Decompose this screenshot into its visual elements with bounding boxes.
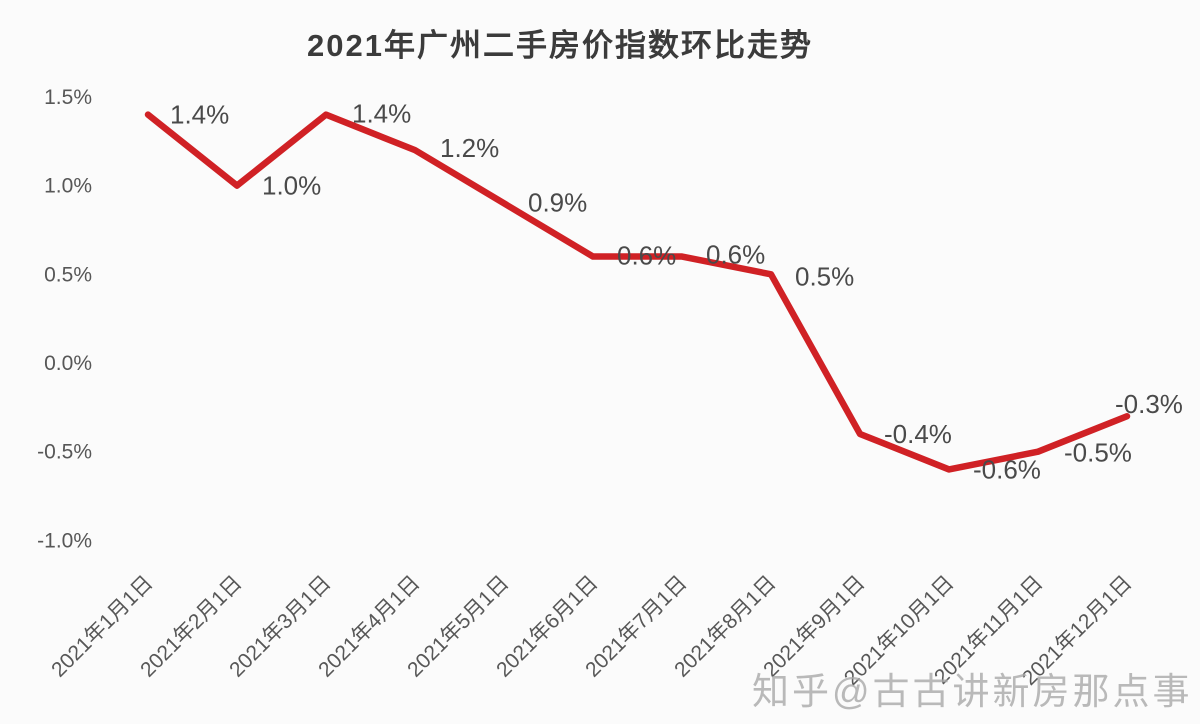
price-line [144, 111, 1131, 473]
y-tick-label: -0.5% [37, 441, 92, 464]
watermark: 知乎@古古讲新房那点事 [752, 671, 1193, 712]
data-label: -0.6% [973, 454, 1041, 484]
data-label: -0.5% [1064, 438, 1132, 468]
data-label: 1.2% [440, 133, 499, 163]
data-label: 0.6% [617, 241, 676, 271]
y-tick-label: 0.0% [44, 352, 92, 375]
y-tick-label: 1.5% [44, 86, 92, 109]
data-label: 1.0% [262, 171, 321, 201]
data-label: 1.4% [352, 99, 411, 129]
data-label: 0.5% [795, 261, 854, 291]
data-label: 0.6% [706, 240, 765, 270]
y-tick-label: 1.0% [44, 175, 92, 198]
data-label: 0.9% [528, 187, 587, 217]
data-label: -0.3% [1115, 389, 1183, 419]
data-label: 1.4% [170, 100, 229, 130]
y-tick-label: 0.5% [44, 263, 92, 286]
y-tick-label: -1.0% [37, 529, 92, 552]
chart-title: 2021年广州二手房价指数环比走势 [307, 28, 813, 63]
data-label: -0.4% [884, 419, 952, 449]
